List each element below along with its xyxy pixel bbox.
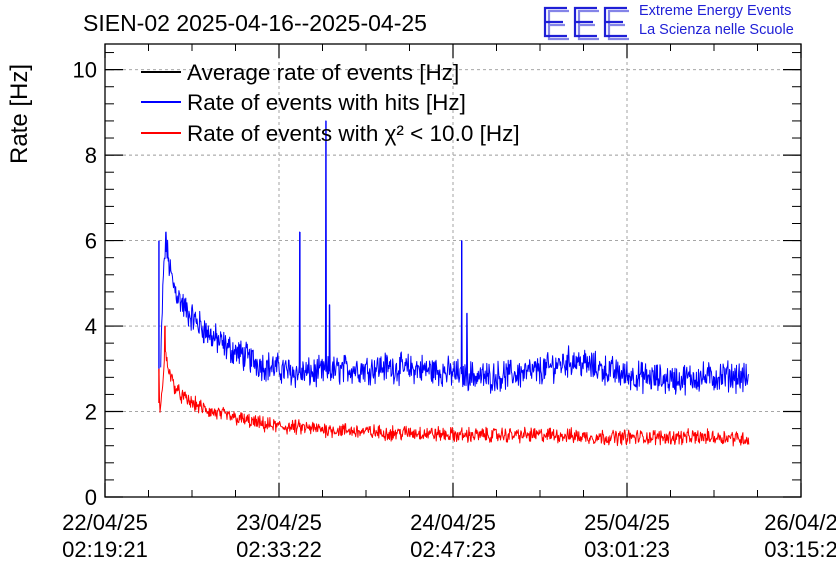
x-tick-date-label: 25/04/25 [584,510,670,535]
x-tick-date-label: 24/04/25 [410,510,496,535]
x-tick-date-label: 23/04/25 [236,510,322,535]
x-tick-time-label: 03:15:2 [764,537,836,562]
x-tick-time-label: 02:47:23 [410,537,496,562]
x-tick-date-label: 22/04/25 [62,510,148,535]
y-tick-label: 2 [85,400,97,425]
y-tick-label: 0 [85,485,97,510]
legend-label-chi2: Rate of events with χ² < 10.0 [Hz] [187,121,520,146]
y-tick-label: 10 [73,58,97,83]
y-tick-label: 4 [85,314,97,339]
legend: Average rate of events [Hz] Rate of even… [141,60,520,146]
x-tick-time-label: 02:19:21 [62,537,148,562]
series-line-1 [160,120,750,396]
eee-logo [541,2,637,47]
eee-logo-mark [543,6,629,41]
series-line-2 [158,325,750,447]
logo-line-2: La Scienza nelle Scuole [639,22,794,38]
series-layer [158,120,750,447]
legend-label-hits: Rate of events with hits [Hz] [187,90,466,115]
y-tick-label: 8 [85,143,97,168]
chart-title: SIEN-02 2025-04-16--2025-04-25 [83,10,427,36]
x-tick-date-label: 26/04/2 [764,510,836,535]
legend-label-average: Average rate of events [Hz] [187,60,459,85]
x-tick-time-label: 03:01:23 [584,537,670,562]
x-tick-time-label: 02:33:22 [236,537,322,562]
eee-logo-text: Extreme Energy Events La Scienza nelle S… [639,2,794,40]
y-axis-label: Rate [Hz] [6,63,33,164]
y-tick-label: 6 [85,229,97,254]
logo-line-1: Extreme Energy Events [639,3,792,19]
